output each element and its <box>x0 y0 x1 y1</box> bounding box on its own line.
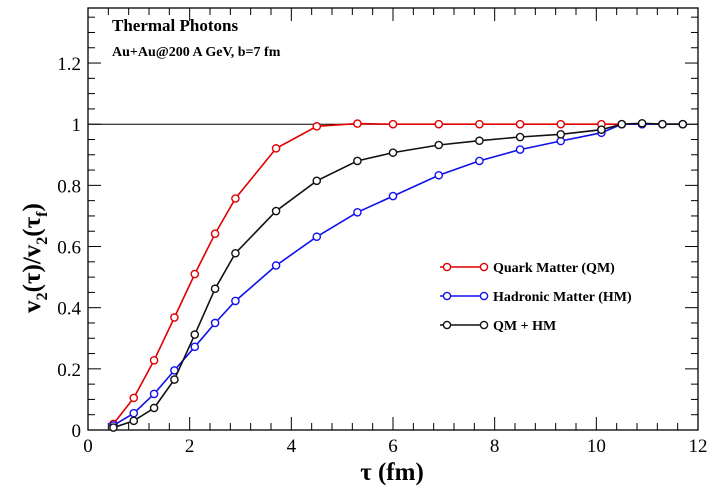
y-tick-label: 0.4 <box>57 299 81 320</box>
y-tick-label: 0 <box>72 421 82 442</box>
series-3 <box>109 118 688 432</box>
data-point <box>271 206 281 216</box>
data-point <box>597 125 606 135</box>
data-point <box>129 408 139 418</box>
y-label-sub-2: 2 <box>34 292 51 300</box>
data-point <box>515 119 525 129</box>
legend-item: QM + HM <box>440 319 556 334</box>
data-point <box>515 132 525 142</box>
data-point <box>388 191 398 201</box>
legend: Quark Matter (QM) Hadronic Matter (HM) QM … <box>440 261 632 334</box>
data-point <box>210 229 220 238</box>
legend-marker <box>479 320 489 330</box>
x-tick-label: 10 <box>587 436 606 457</box>
data-point <box>475 119 484 129</box>
data-point <box>388 148 398 157</box>
legend-label: Quark Matter (QM) <box>493 261 615 276</box>
data-point <box>475 156 484 166</box>
legend-marker <box>442 320 452 330</box>
svg-text:v2(τ)/v2(τf): v2(τ)/v2(τf) <box>19 203 51 313</box>
data-point <box>271 144 281 153</box>
data-point <box>678 119 688 129</box>
data-point <box>556 119 566 129</box>
data-point <box>210 318 220 328</box>
data-point <box>617 119 627 129</box>
y-tick-label: 0.8 <box>57 176 81 197</box>
data-point <box>129 416 139 426</box>
data-point <box>475 136 484 146</box>
data-point <box>434 170 444 180</box>
data-point <box>149 389 159 399</box>
x-tick-label: 2 <box>185 436 195 457</box>
data-point <box>170 313 179 322</box>
data-point <box>434 140 444 150</box>
chart-title: Thermal Photons <box>112 16 238 35</box>
data-point <box>658 119 667 129</box>
data-point <box>129 393 139 403</box>
data-point <box>515 145 525 154</box>
data-point <box>271 261 281 270</box>
data-point <box>190 330 200 339</box>
legend-marker <box>479 291 489 301</box>
data-point <box>231 296 240 306</box>
data-point <box>353 119 362 128</box>
series-layer <box>109 118 688 432</box>
data-point <box>210 284 220 294</box>
data-point <box>231 194 240 203</box>
x-axis-label: τ (fm) <box>360 459 424 486</box>
data-point <box>190 269 200 279</box>
y-axis-label: v2(τ)/v2(τf) <box>19 203 51 313</box>
data-point <box>353 207 362 217</box>
data-point <box>388 119 398 129</box>
x-tick-label: 4 <box>287 436 297 457</box>
x-tick-label: 12 <box>689 436 708 457</box>
x-tick-label: 6 <box>388 436 398 457</box>
data-point <box>556 129 566 139</box>
legend-marker <box>442 262 452 272</box>
legend-marker <box>442 291 452 301</box>
y-tick-label: 0.2 <box>57 360 81 381</box>
legend-label: Hadronic Matter (HM) <box>493 290 632 305</box>
data-point <box>149 403 159 413</box>
series-1 <box>109 119 688 429</box>
data-point <box>353 156 362 166</box>
data-point <box>149 355 159 365</box>
x-tick-label: 8 <box>490 436 500 457</box>
legend-item: Quark Matter (QM) <box>440 261 615 276</box>
data-point <box>312 232 322 242</box>
data-point <box>312 122 322 131</box>
data-point <box>637 118 647 128</box>
axis-ticks <box>87 8 699 431</box>
data-point <box>434 119 444 129</box>
y-tick-label: 1 <box>72 115 82 136</box>
data-point <box>312 176 322 186</box>
tick-labels: 0 2 4 6 8 10 12 0 0.2 0.4 0.6 0.8 1 1.2 <box>57 54 707 457</box>
x-tick-label: 0 <box>83 436 93 457</box>
data-point <box>190 342 200 352</box>
legend-item: Hadronic Matter (HM) <box>440 290 632 305</box>
legend-marker <box>479 262 489 272</box>
legend-label: QM + HM <box>493 319 556 334</box>
y-tick-label: 0.6 <box>57 238 81 259</box>
data-point <box>231 248 240 258</box>
chart-subtitle: Au+Au@200 A GeV, b=7 fm <box>112 45 281 60</box>
data-point <box>170 375 179 384</box>
data-point <box>109 423 118 432</box>
y-tick-label: 1.2 <box>57 54 81 75</box>
